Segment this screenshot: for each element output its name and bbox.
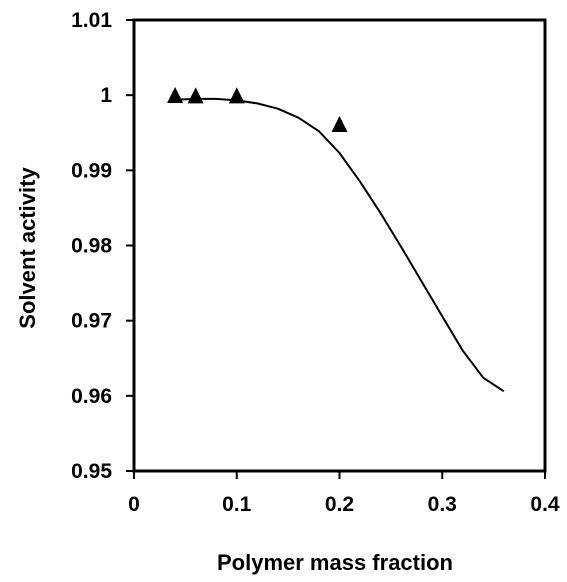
y-tick-label: 0.97	[71, 310, 112, 333]
y-axis-ticks: 0.95 0.96 0.97 0.98 0.99 1 1.01	[71, 9, 134, 483]
x-tick-label: 0.2	[325, 493, 354, 516]
y-tick-label: 1.01	[71, 9, 112, 32]
y-tick-label: 1	[100, 84, 112, 107]
x-tick-label: 0.1	[222, 493, 252, 516]
data-point-triangle	[167, 87, 184, 104]
y-tick-label: 0.99	[71, 159, 112, 182]
y-tick-label: 0.95	[71, 460, 112, 483]
x-tick-label: 0.3	[428, 493, 457, 516]
y-axis-title: Solvent activity	[15, 167, 40, 329]
data-point-triangle	[187, 87, 204, 104]
y-tick-label: 0.96	[71, 385, 112, 408]
y-tick-label: 0.98	[71, 235, 112, 258]
x-axis-ticks: 0 0.1 0.2 0.3 0.4	[128, 471, 560, 516]
x-tick-label: 0	[128, 493, 140, 516]
data-point-triangle	[331, 115, 348, 132]
plot-area	[132, 18, 547, 473]
model-curve	[175, 97, 505, 393]
x-tick-label: 0.4	[530, 493, 560, 516]
x-axis-title: Polymer mass fraction	[217, 550, 453, 575]
